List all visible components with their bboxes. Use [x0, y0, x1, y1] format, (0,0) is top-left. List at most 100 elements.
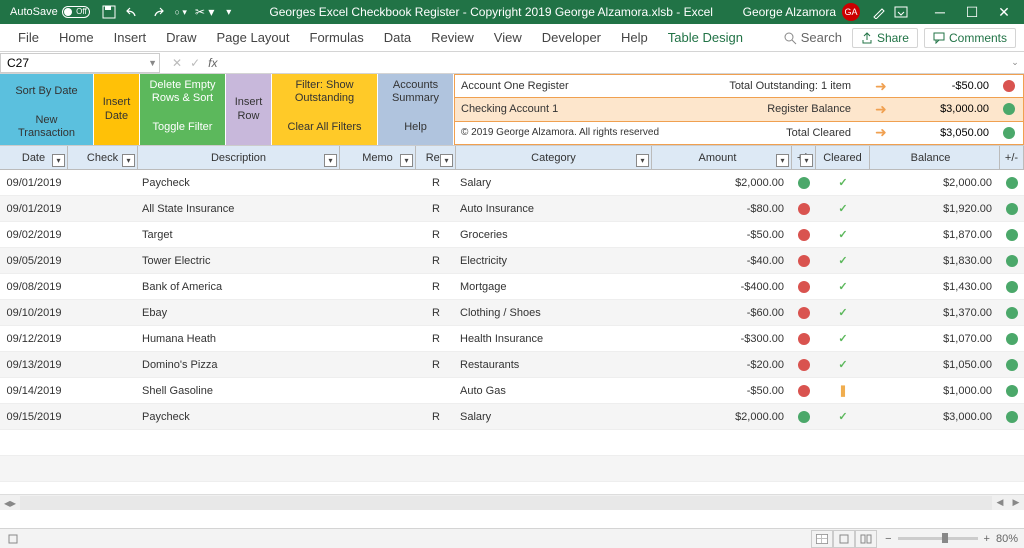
page-break-view-icon[interactable]: [855, 530, 877, 548]
table-row[interactable]: 09/15/2019PaycheckRSalary$2,000.00✓$3,00…: [0, 404, 1024, 430]
user-account[interactable]: George Alzamora GA: [743, 3, 860, 21]
share-button[interactable]: Share: [852, 28, 918, 48]
tab-view[interactable]: View: [484, 24, 532, 52]
cell-date[interactable]: 09/01/2019: [0, 196, 68, 221]
cell-memo[interactable]: [340, 300, 416, 325]
header-plusminus[interactable]: +/-▾: [792, 146, 816, 169]
cell-balance[interactable]: $1,370.00: [870, 300, 1000, 325]
cell-check[interactable]: [68, 170, 138, 195]
delete-empty-rows-button[interactable]: Delete Empty Rows & Sort: [140, 74, 225, 110]
header-balance[interactable]: Balance: [870, 146, 1000, 169]
table-row-empty[interactable]: [0, 456, 1024, 482]
table-row[interactable]: 09/14/2019Shell GasolineAuto Gas-$50.00❚…: [0, 378, 1024, 404]
cancel-formula-icon[interactable]: ✕: [172, 56, 182, 70]
cell-balance[interactable]: $1,870.00: [870, 222, 1000, 247]
redo-icon[interactable]: [146, 1, 168, 23]
cell-date[interactable]: 09/12/2019: [0, 326, 68, 351]
ribbon-options-icon[interactable]: [890, 1, 912, 23]
cell-rec[interactable]: R: [416, 352, 456, 377]
cell-description[interactable]: Humana Heath: [138, 326, 340, 351]
zoom-slider[interactable]: [898, 537, 978, 540]
header-rec[interactable]: Rec▾: [416, 146, 456, 169]
cell-rec[interactable]: R: [416, 170, 456, 195]
cell-category[interactable]: Mortgage: [456, 274, 652, 299]
sheet-nav-icon[interactable]: ◂▸: [0, 496, 20, 510]
filter-icon[interactable]: ▾: [800, 154, 813, 167]
tab-page-layout[interactable]: Page Layout: [207, 24, 300, 52]
cell-balance[interactable]: $1,920.00: [870, 196, 1000, 221]
draw-mode-icon[interactable]: [868, 1, 890, 23]
header-description[interactable]: Description▾: [138, 146, 340, 169]
accounts-summary-button[interactable]: Accounts Summary: [378, 74, 453, 110]
tab-table-design[interactable]: Table Design: [658, 24, 753, 52]
table-row[interactable]: 09/02/2019TargetRGroceries-$50.00✓$1,870…: [0, 222, 1024, 248]
tab-help[interactable]: Help: [611, 24, 658, 52]
cell-description[interactable]: Target: [138, 222, 340, 247]
cell-category[interactable]: Groceries: [456, 222, 652, 247]
fx-icon[interactable]: fx: [208, 56, 217, 70]
horizontal-scrollbar[interactable]: [20, 496, 992, 510]
cell-date[interactable]: 09/13/2019: [0, 352, 68, 377]
cell-balance[interactable]: $2,000.00: [870, 170, 1000, 195]
cell-category[interactable]: Auto Insurance: [456, 196, 652, 221]
cell-cleared[interactable]: ✓: [816, 274, 870, 299]
qat-customize-icon[interactable]: ▾: [218, 1, 240, 23]
cell-amount[interactable]: $2,000.00: [652, 404, 792, 429]
header-cleared[interactable]: Cleared: [816, 146, 870, 169]
cell-rec[interactable]: R: [416, 300, 456, 325]
cell-rec[interactable]: R: [416, 248, 456, 273]
zoom-out-icon[interactable]: −: [885, 533, 891, 545]
save-icon[interactable]: [98, 1, 120, 23]
cell-amount[interactable]: -$50.00: [652, 222, 792, 247]
tab-draw[interactable]: Draw: [156, 24, 206, 52]
cell-memo[interactable]: [340, 274, 416, 299]
scroll-left-icon[interactable]: ◀: [992, 497, 1008, 508]
page-layout-view-icon[interactable]: [833, 530, 855, 548]
filter-icon[interactable]: ▾: [324, 154, 337, 167]
zoom-in-icon[interactable]: +: [984, 533, 990, 545]
cell-check[interactable]: [68, 300, 138, 325]
cell-date[interactable]: 09/14/2019: [0, 378, 68, 403]
cell-memo[interactable]: [340, 248, 416, 273]
cell-balance[interactable]: $1,830.00: [870, 248, 1000, 273]
cell-check[interactable]: [68, 222, 138, 247]
insert-row-button[interactable]: Insert Row: [226, 74, 271, 145]
cell-amount[interactable]: -$60.00: [652, 300, 792, 325]
help-button[interactable]: Help: [378, 110, 453, 146]
cell-check[interactable]: [68, 274, 138, 299]
cell-check[interactable]: [68, 196, 138, 221]
table-row[interactable]: 09/01/2019PaycheckRSalary$2,000.00✓$2,00…: [0, 170, 1024, 196]
cell-description[interactable]: Domino's Pizza: [138, 352, 340, 377]
cell-description[interactable]: Shell Gasoline: [138, 378, 340, 403]
cell-check[interactable]: [68, 248, 138, 273]
minimize-button[interactable]: ─: [924, 0, 956, 24]
cell-rec[interactable]: R: [416, 274, 456, 299]
cell-amount[interactable]: -$300.00: [652, 326, 792, 351]
sort-by-date-button[interactable]: Sort By Date: [0, 74, 93, 110]
cell-balance[interactable]: $3,000.00: [870, 404, 1000, 429]
cell-rec[interactable]: R: [416, 222, 456, 247]
cell-amount[interactable]: -$400.00: [652, 274, 792, 299]
filter-icon[interactable]: ▾: [122, 154, 135, 167]
cell-memo[interactable]: [340, 352, 416, 377]
scroll-right-icon[interactable]: ▶: [1008, 497, 1024, 508]
cell-balance[interactable]: $1,070.00: [870, 326, 1000, 351]
cell-date[interactable]: 09/01/2019: [0, 170, 68, 195]
filter-icon[interactable]: ▾: [440, 154, 453, 167]
cell-balance[interactable]: $1,050.00: [870, 352, 1000, 377]
cell-category[interactable]: Restaurants: [456, 352, 652, 377]
cell-memo[interactable]: [340, 404, 416, 429]
cell-description[interactable]: All State Insurance: [138, 196, 340, 221]
cell-rec[interactable]: [416, 378, 456, 403]
cell-check[interactable]: [68, 404, 138, 429]
cell-category[interactable]: Salary: [456, 404, 652, 429]
tab-review[interactable]: Review: [421, 24, 484, 52]
autosave-toggle[interactable]: AutoSave Off: [4, 6, 96, 18]
cell-category[interactable]: Health Insurance: [456, 326, 652, 351]
normal-view-icon[interactable]: [811, 530, 833, 548]
cell-description[interactable]: Tower Electric: [138, 248, 340, 273]
cell-rec[interactable]: R: [416, 326, 456, 351]
tab-data[interactable]: Data: [374, 24, 421, 52]
header-plusminus2[interactable]: +/-: [1000, 146, 1024, 169]
header-date[interactable]: Date▾: [0, 146, 68, 169]
